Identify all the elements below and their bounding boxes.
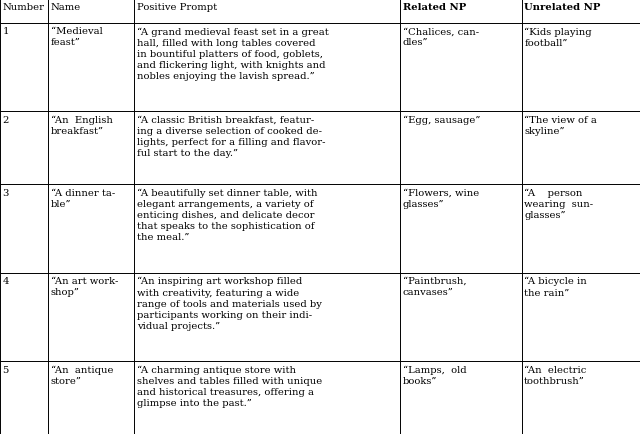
Text: “A bicycle in
the rain”: “A bicycle in the rain”	[524, 276, 587, 297]
Text: 4: 4	[3, 276, 9, 286]
Text: 1: 1	[3, 27, 9, 36]
Text: “The view of a
skyline”: “The view of a skyline”	[524, 115, 597, 135]
Text: Name: Name	[51, 3, 81, 13]
Text: “Kids playing
football”: “Kids playing football”	[524, 27, 592, 48]
Text: “A grand medieval feast set in a great
hall, filled with long tables covered
in : “A grand medieval feast set in a great h…	[137, 27, 329, 81]
Text: Related NP: Related NP	[403, 3, 466, 13]
Text: 2: 2	[3, 115, 9, 125]
Text: “A classic British breakfast, featur-
ing a diverse selection of cooked de-
ligh: “A classic British breakfast, featur- in…	[137, 115, 326, 158]
Text: “An  antique
store”: “An antique store”	[51, 365, 113, 385]
Text: “An art work-
shop”: “An art work- shop”	[51, 276, 118, 296]
Text: “An inspiring art workshop filled
with creativity, featuring a wide
range of too: “An inspiring art workshop filled with c…	[137, 276, 322, 330]
Text: Number: Number	[3, 3, 45, 13]
Text: “A dinner ta-
ble”: “A dinner ta- ble”	[51, 188, 115, 208]
Text: 5: 5	[3, 365, 9, 374]
Text: “Egg, sausage”: “Egg, sausage”	[403, 115, 480, 125]
Text: 3: 3	[3, 188, 9, 197]
Text: “Medieval
feast”: “Medieval feast”	[51, 27, 102, 47]
Text: “Lamps,  old
books”: “Lamps, old books”	[403, 365, 466, 385]
Text: Positive Prompt: Positive Prompt	[137, 3, 217, 13]
Text: “An  electric
toothbrush”: “An electric toothbrush”	[524, 365, 586, 385]
Text: “Flowers, wine
glasses”: “Flowers, wine glasses”	[403, 188, 479, 208]
Text: “A charming antique store with
shelves and tables filled with unique
and histori: “A charming antique store with shelves a…	[137, 365, 322, 408]
Text: “A beautifully set dinner table, with
elegant arrangements, a variety of
enticin: “A beautifully set dinner table, with el…	[137, 188, 317, 242]
Text: “Chalices, can-
dles”: “Chalices, can- dles”	[403, 27, 479, 47]
Text: “A    person
wearing  sun-
glasses”: “A person wearing sun- glasses”	[524, 188, 593, 220]
Text: “An  English
breakfast”: “An English breakfast”	[51, 115, 113, 136]
Text: Unrelated NP: Unrelated NP	[524, 3, 600, 13]
Text: “Paintbrush,
canvases”: “Paintbrush, canvases”	[403, 276, 466, 296]
